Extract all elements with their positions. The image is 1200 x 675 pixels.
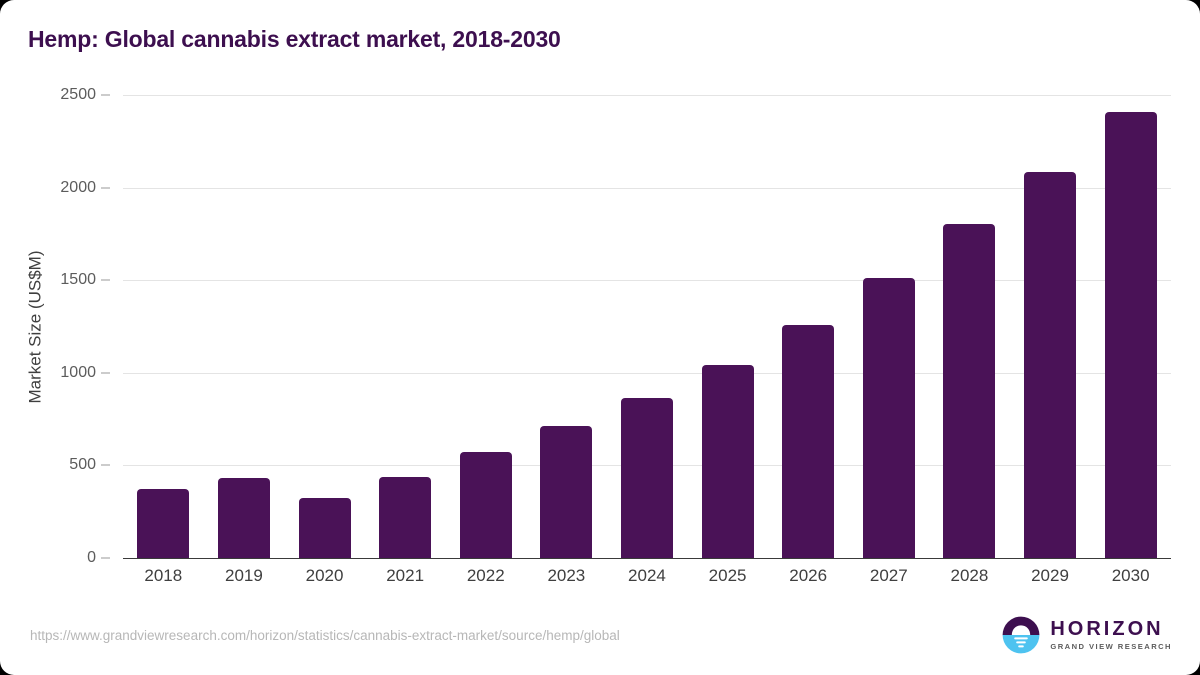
bar-slot [123, 95, 204, 558]
x-axis-tick-label: 2021 [386, 566, 425, 585]
gridline [123, 95, 1171, 96]
horizon-logo-text: HORIZON GRAND VIEW RESEARCH [1050, 619, 1172, 651]
bar-2027[interactable] [862, 277, 915, 558]
y-axis-tick-mark [101, 557, 110, 559]
page-title: Hemp: Global cannabis extract market, 20… [28, 26, 561, 52]
y-axis-tick-mark [101, 187, 110, 189]
plot-area [123, 95, 1171, 559]
y-axis-tick-mark [101, 94, 110, 96]
y-axis-tick-label: 1000 [60, 363, 96, 381]
bar-2026[interactable] [782, 325, 835, 558]
bar-series [123, 95, 1171, 558]
bar-2021[interactable] [379, 477, 432, 558]
x-axis-tick-label: 2025 [708, 566, 747, 585]
x-axis-tick-label: 2020 [305, 566, 344, 585]
x-axis-tick-label: 2024 [628, 566, 666, 585]
x-axis-tick-label: 2027 [869, 566, 908, 585]
gridline [123, 280, 1171, 282]
bar-slot [445, 95, 526, 558]
x-axis-line [123, 557, 1171, 559]
y-axis-tick-label: 2000 [60, 178, 96, 196]
y-axis-tick-label: 500 [69, 456, 96, 474]
gridline [123, 372, 1171, 374]
bar-2029[interactable] [1024, 171, 1076, 558]
y-axis-tick-mark [101, 372, 110, 374]
y-axis-tick-mark [101, 279, 110, 281]
x-axis-tick-label: 2018 [144, 566, 183, 585]
horizon-logo-icon [1002, 616, 1040, 654]
bar-slot [1090, 95, 1171, 558]
x-axis-tick-label: 2022 [466, 566, 505, 585]
x-axis-ticks: 2018 2019 2020 2021 2022 2023 2024 2025 2026 2027… [123, 566, 1171, 586]
bar-slot [929, 95, 1010, 558]
x-axis-tick-label: 2028 [950, 566, 989, 585]
bar-slot [768, 95, 849, 558]
x-axis-tick-label: 2026 [789, 566, 828, 585]
horizon-logo: HORIZON GRAND VIEW RESEARCH [1001, 614, 1172, 656]
x-axis-tick-label: 2023 [547, 566, 586, 585]
bar-2024[interactable] [620, 398, 673, 558]
logo-name: HORIZON [1050, 618, 1164, 641]
bar-2025[interactable] [701, 365, 754, 558]
y-axis-tick-mark [101, 464, 110, 466]
bar-2022[interactable] [459, 452, 512, 558]
logo-subtitle: GRAND VIEW RESEARCH [1050, 642, 1172, 652]
bar-2023[interactable] [540, 426, 593, 558]
x-axis-tick-label: 2029 [1031, 566, 1069, 585]
gridline [123, 187, 1171, 189]
y-axis-ticks: 0 500 1000 1500 2000 2500 [0, 86, 110, 566]
bar-slot [284, 95, 365, 558]
bar-slot [848, 95, 929, 558]
y-axis-tick-label: 2500 [60, 86, 96, 103]
bar-2018[interactable] [137, 489, 190, 558]
y-axis-tick-label: 0 [87, 549, 96, 566]
y-axis-tick-label: 1500 [60, 271, 96, 289]
bar-slot [607, 95, 688, 558]
bar-2020[interactable] [298, 497, 351, 558]
bar-slot [365, 95, 446, 558]
bar-slot [204, 95, 285, 558]
bar-slot [1010, 95, 1091, 558]
bar-2019[interactable] [217, 478, 270, 558]
bar-2028[interactable] [943, 223, 996, 558]
bar-slot [526, 95, 607, 558]
x-axis-tick-label: 2030 [1111, 566, 1150, 585]
source-url[interactable]: https://www.grandviewresearch.com/horizo… [30, 628, 620, 643]
x-axis-tick-label: 2019 [225, 566, 263, 585]
bar-2030[interactable] [1104, 111, 1157, 558]
bar-slot [687, 95, 768, 558]
